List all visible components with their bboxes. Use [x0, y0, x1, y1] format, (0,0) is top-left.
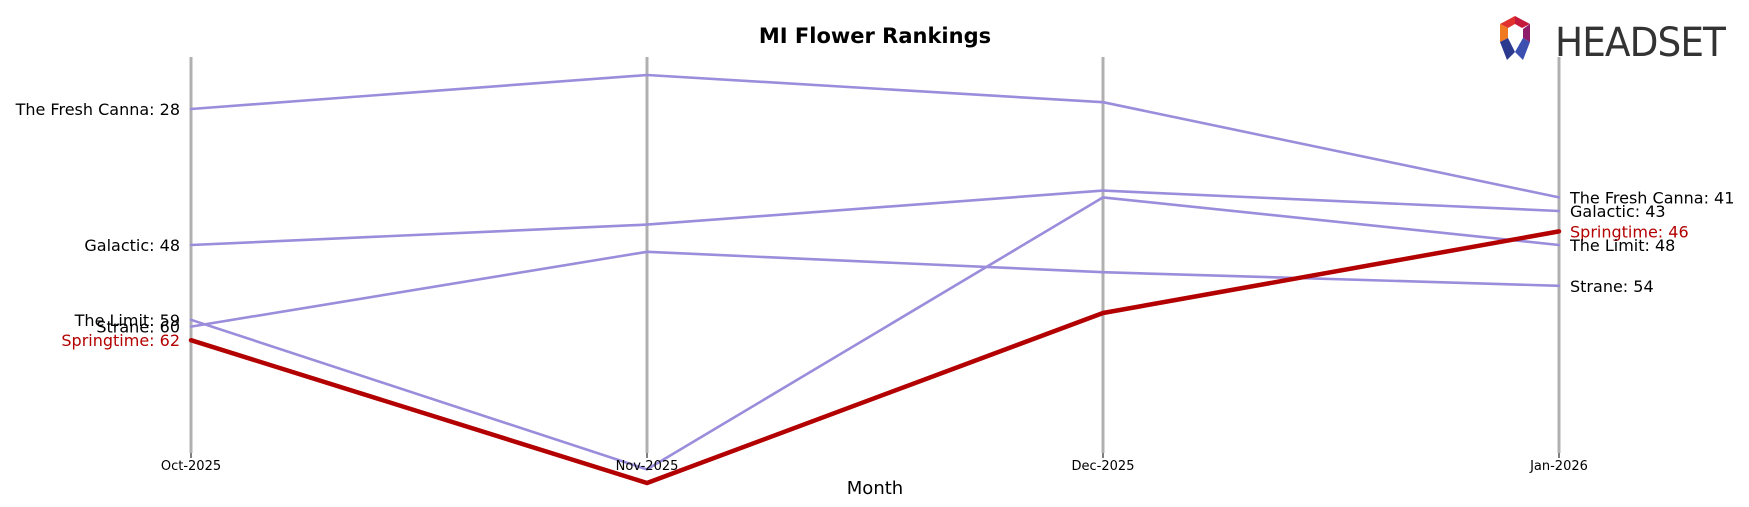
series-lines: [188, 73, 1562, 486]
series-line: [189, 250, 1561, 328]
x-tick-label: Oct-2025: [161, 459, 221, 474]
headset-logo: HEADSET: [1500, 16, 1727, 66]
month-axes: [189, 57, 1561, 458]
end-label: Galactic: 43: [1570, 202, 1666, 221]
x-axis-label: Month: [847, 478, 903, 499]
series-labels: The Fresh Canna: 28 Galactic: 48 The Limit…: [15, 100, 1735, 350]
headset-logo-mark: [1500, 16, 1530, 60]
end-label: Strane: 54: [1570, 277, 1654, 296]
start-label: Springtime: 62: [61, 331, 180, 350]
series-line: [189, 196, 1561, 471]
start-label: The Fresh Canna: 28: [15, 100, 180, 119]
end-label: Springtime: 46: [1570, 222, 1689, 241]
x-tick-label: Nov-2025: [616, 459, 679, 474]
start-label: Strane: 60: [96, 318, 180, 337]
series-line: [189, 189, 1561, 247]
chart-title: MI Flower Rankings: [759, 24, 991, 48]
end-label: The Limit: 48: [1569, 236, 1675, 255]
x-tick-labels: Oct-2025 Nov-2025 Dec-2025 Jan-2026: [161, 459, 1588, 474]
start-label: The Limit: 59: [74, 311, 180, 330]
x-tick-label: Dec-2025: [1072, 459, 1135, 474]
end-label: The Fresh Canna: 41: [1569, 188, 1734, 207]
x-tick-label: Jan-2026: [1529, 459, 1588, 474]
headset-logo-text: HEADSET: [1555, 20, 1726, 66]
start-label: Galactic: 48: [84, 236, 180, 255]
series-line: [188, 229, 1562, 486]
series-line: [189, 73, 1561, 199]
